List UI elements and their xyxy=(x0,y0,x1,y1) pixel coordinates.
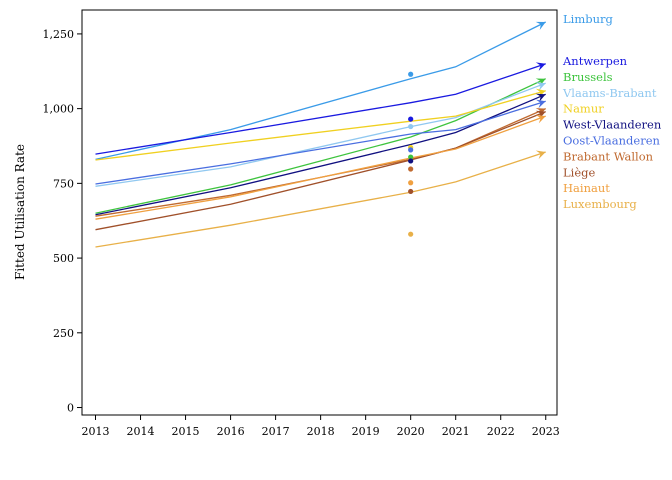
legend-entry: Antwerpen xyxy=(562,54,628,68)
y-tick-label: 1,000 xyxy=(43,103,75,116)
series-lines xyxy=(95,21,546,248)
x-axis: 2013 2014 2015 2016 2017 2018 2019 2020 2021 2022… xyxy=(82,415,560,438)
y-axis: 0 250 500 750 1,000 1,250 xyxy=(43,28,82,415)
x-tick-label: 2018 xyxy=(307,425,335,438)
legend-entry: Brabant Wallon xyxy=(563,149,654,163)
series-line xyxy=(95,93,546,216)
y-axis-title: Fitted Utilisation Rate xyxy=(13,144,27,280)
series-arrowhead xyxy=(535,93,546,102)
legend-entry: Luxembourg xyxy=(563,197,637,211)
observed-points xyxy=(408,71,414,237)
x-tick-label: 2017 xyxy=(262,425,290,438)
legend-entry: Vlaams-Brabant xyxy=(562,86,657,100)
series-line xyxy=(95,110,546,231)
legend-entry: Oost-Vlaanderen xyxy=(563,134,660,148)
observed-point xyxy=(408,123,414,130)
y-tick-label: 750 xyxy=(53,177,74,190)
y-tick-label: 500 xyxy=(53,252,74,265)
series-arrowhead xyxy=(535,99,546,109)
observed-point xyxy=(408,166,414,172)
observed-point xyxy=(408,188,414,195)
legend: Limburg Antwerpen Brussels Vlaams-Brabant Na… xyxy=(562,12,662,211)
observed-point xyxy=(408,147,414,153)
legend-entry: Limburg xyxy=(563,12,613,26)
x-tick-label: 2021 xyxy=(442,425,470,438)
legend-entry: Brussels xyxy=(563,70,613,84)
legend-entry: Liège xyxy=(563,165,595,179)
y-tick-label: 250 xyxy=(53,327,74,340)
series-arrowhead xyxy=(535,62,546,71)
series-arrowhead xyxy=(535,150,546,160)
x-tick-label: 2022 xyxy=(487,425,515,438)
series-arrowhead xyxy=(535,115,546,124)
x-tick-label: 2016 xyxy=(217,425,245,438)
series-arrowhead xyxy=(535,88,546,98)
y-tick-label: 0 xyxy=(67,402,74,415)
series-line xyxy=(95,82,546,187)
x-tick-label: 2019 xyxy=(352,425,380,438)
x-tick-label: 2014 xyxy=(127,425,155,438)
observed-point xyxy=(408,231,414,237)
observed-point xyxy=(408,154,414,160)
observed-point xyxy=(408,116,414,122)
observed-point xyxy=(408,180,414,186)
x-tick-label: 2023 xyxy=(532,425,560,438)
series-arrowhead xyxy=(535,78,546,87)
legend-entry: West-Vlaanderen xyxy=(563,118,662,132)
legend-entry: Hainaut xyxy=(563,181,610,195)
series-arrowhead xyxy=(535,21,546,30)
x-tick-label: 2020 xyxy=(397,425,425,438)
series-line xyxy=(95,100,546,185)
series-arrowhead xyxy=(535,82,546,91)
legend-entry: Namur xyxy=(563,102,604,116)
observed-point xyxy=(408,158,414,164)
y-tick-label: 1,250 xyxy=(43,28,75,41)
plot-frame xyxy=(81,9,558,416)
x-tick-label: 2015 xyxy=(172,425,200,438)
series-arrowhead xyxy=(535,110,546,120)
x-tick-label: 2013 xyxy=(82,425,110,438)
series-line xyxy=(95,78,546,214)
observed-point xyxy=(408,71,414,77)
series-line xyxy=(95,63,546,155)
series-line xyxy=(95,108,546,217)
